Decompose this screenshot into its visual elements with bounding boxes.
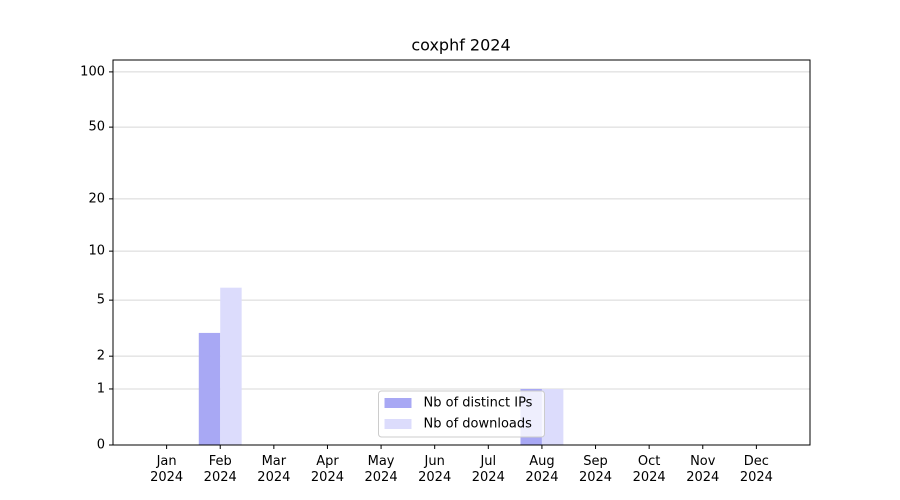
y-tick-label: 20 bbox=[88, 191, 105, 206]
y-tick-label: 100 bbox=[80, 64, 105, 79]
legend: Nb of distinct IPs Nb of downloads bbox=[378, 390, 545, 438]
x-tick-label: Jan 2024 bbox=[150, 454, 184, 485]
legend-swatch bbox=[384, 398, 412, 408]
y-tick-label: 50 bbox=[88, 120, 105, 135]
chart-title: coxphf 2024 bbox=[411, 36, 510, 55]
x-tick-label: Sep 2024 bbox=[578, 454, 613, 485]
x-tick-label: Nov 2024 bbox=[686, 454, 720, 485]
x-tick-label: Dec 2024 bbox=[739, 454, 773, 485]
legend-box bbox=[378, 390, 545, 438]
x-tick-label: Jul 2024 bbox=[471, 454, 505, 485]
legend-swatch bbox=[384, 419, 412, 429]
x-tick-label: Feb 2024 bbox=[203, 454, 237, 485]
bar bbox=[220, 287, 242, 445]
plot-frame bbox=[112, 59, 811, 446]
x-tick-label: Oct 2024 bbox=[632, 454, 666, 485]
x-tick-label: Mar 2024 bbox=[257, 454, 291, 485]
y-tick-label: 10 bbox=[88, 244, 105, 259]
x-tick-label: Apr 2024 bbox=[310, 454, 344, 485]
legend-label: Nb of distinct IPs bbox=[424, 396, 533, 411]
x-tick-label: Jun 2024 bbox=[418, 454, 452, 485]
legend-label: Nb of downloads bbox=[424, 417, 533, 432]
x-tick-label: May 2024 bbox=[364, 454, 398, 485]
y-tick-label: 2 bbox=[97, 349, 105, 364]
x-tick-label: Aug 2024 bbox=[525, 454, 559, 485]
y-tick-label: 5 bbox=[97, 293, 105, 308]
y-tick-label: 1 bbox=[97, 381, 105, 396]
y-tick-label: 0 bbox=[97, 438, 105, 453]
bar bbox=[198, 332, 221, 445]
bar bbox=[541, 388, 564, 445]
